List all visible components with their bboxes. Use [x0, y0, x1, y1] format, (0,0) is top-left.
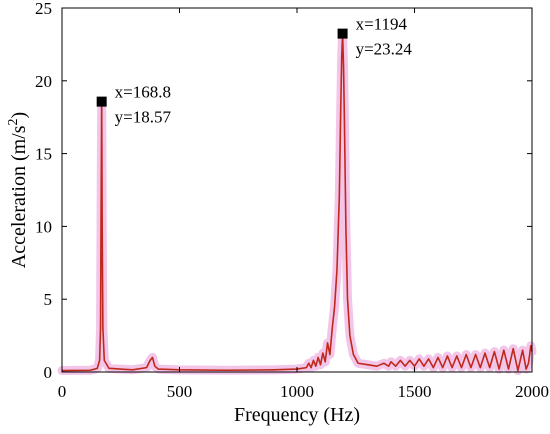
peak-x-label: x=168.8	[115, 83, 171, 102]
series-line	[61, 32, 533, 372]
y-tick-label: 5	[44, 290, 53, 309]
x-tick-label: 0	[58, 382, 67, 401]
x-axis-label: Frequency (Hz)	[234, 404, 360, 426]
x-tick-label: 500	[167, 382, 193, 401]
y-axis-label-superscript: 2	[6, 118, 21, 125]
x-tick-label: 2000	[515, 382, 549, 401]
y-tick-label: 20	[35, 72, 52, 91]
x-tick-label: 1500	[398, 382, 432, 401]
y-axis-label: Acceleration (m/s2)	[6, 112, 30, 268]
y-axis: 0 5 10 15 20 25	[35, 0, 532, 382]
y-axis-label-suffix: )	[8, 112, 30, 119]
peak-marker	[337, 28, 348, 39]
x-tick-label: 1000	[280, 382, 314, 401]
peak-marker	[96, 96, 107, 107]
y-axis-label-group: Acceleration (m/s2)	[6, 112, 30, 268]
x-axis: 0 500 1000 1500 2000	[58, 8, 549, 401]
peak-y-label: y=18.57	[115, 108, 172, 127]
peak-y-label: y=23.24	[356, 40, 413, 59]
peak-annotations: x=168.8 y=18.57 x=1194 y=23.24	[96, 15, 413, 127]
y-tick-label: 15	[35, 145, 52, 164]
axes-frame	[61, 7, 533, 373]
y-axis-label-main: Acceleration (m/s	[8, 125, 30, 268]
y-tick-label: 10	[35, 217, 52, 236]
plot-area	[57, 29, 537, 376]
y-tick-label: 25	[35, 0, 52, 18]
y-tick-label: 0	[44, 363, 53, 382]
peak-x-label: x=1194	[356, 15, 408, 34]
